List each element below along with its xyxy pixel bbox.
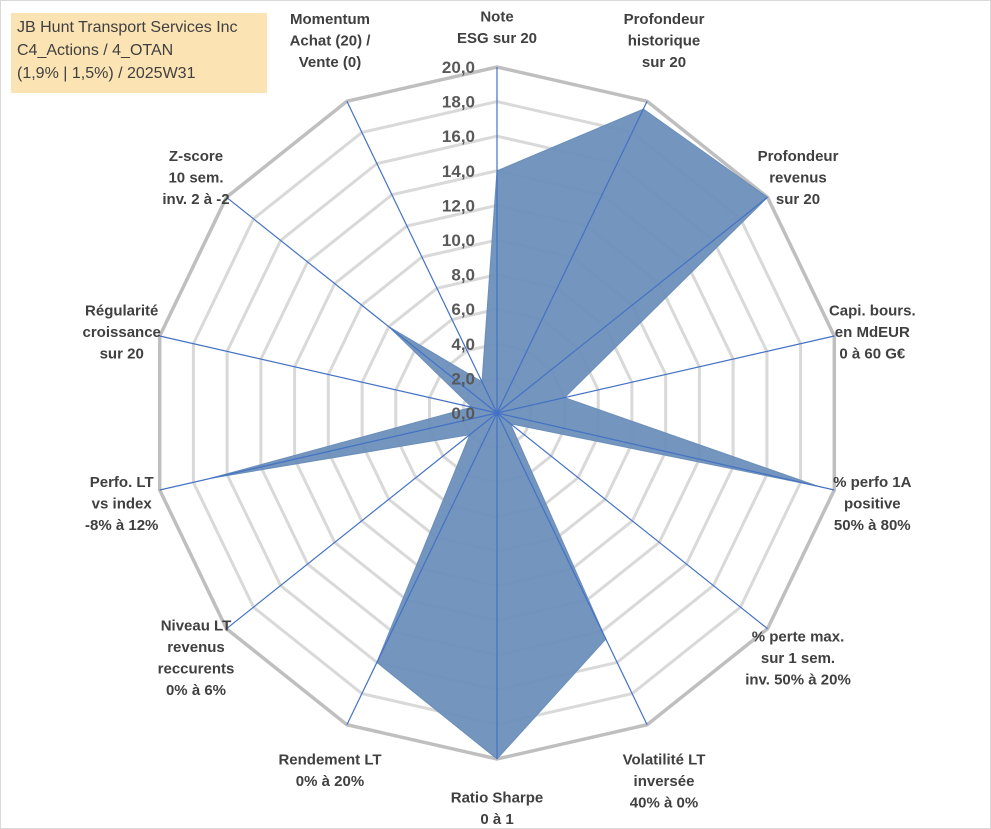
axis-label-11-line-1: croissance <box>83 324 161 341</box>
spoke-10 <box>159 412 498 491</box>
axis-label-2: Profondeur revenus sur 20 <box>758 148 839 208</box>
axis-label-12-line-2: inv. 2 à -2 <box>162 191 229 208</box>
axis-label-11-line-0: Régularité <box>85 303 158 320</box>
axis-label-10-line-0: Perfo. LT <box>90 474 154 491</box>
title-line-period: (1,9% | 1,5%) / 2025W31 <box>17 65 196 82</box>
axis-label-13-line-0: Momentum <box>290 11 370 28</box>
axis-label-13-line-1: Achat (20) / <box>290 33 372 50</box>
axis-label-12-line-1: 10 sem. <box>168 170 223 187</box>
axis-label-0-line-1: ESG sur 20 <box>457 30 537 47</box>
axis-label-3-line-0: Capi. bours. <box>829 303 916 320</box>
axis-label-11: Régularité croissance sur 20 <box>83 303 161 363</box>
tick-label-9: 18,0 <box>442 93 475 112</box>
axis-label-9-line-3: 0% à 6% <box>166 682 226 699</box>
axis-label-2-line-1: revenus <box>769 170 827 187</box>
tick-label-1: 2,0 <box>451 369 475 388</box>
tick-label-7: 14,0 <box>442 162 475 181</box>
axis-label-10: Perfo. LT vs index -8% à 12% <box>85 474 158 534</box>
axis-label-2-line-0: Profondeur <box>758 148 839 165</box>
spoke-6 <box>496 412 648 725</box>
tick-label-6: 12,0 <box>442 196 475 215</box>
axis-label-8: Rendement LT 0% à 20% <box>278 751 381 790</box>
spoke-1 <box>496 101 648 414</box>
axis-label-1-line-1: historique <box>628 33 701 50</box>
axis-label-6: Volatilité LT inversée 40% à 0% <box>623 751 706 811</box>
axis-label-0-line-0: Note <box>480 9 513 26</box>
axis-label-4-line-0: % perfo 1A <box>833 474 912 491</box>
axis-label-1-line-0: Profondeur <box>624 11 705 28</box>
spoke-13 <box>346 101 498 414</box>
tick-label-10: 20,0 <box>442 58 475 77</box>
chart-title-box: JB Hunt Transport Services Inc C4_Action… <box>11 13 267 93</box>
axis-label-7: Ratio Sharpe 0 à 1 <box>451 790 544 829</box>
axis-label-5-line-2: inv. 50% à 20% <box>745 671 851 688</box>
axis-label-12-line-0: Z-score <box>169 148 223 165</box>
tick-label-3: 6,0 <box>451 300 475 319</box>
tick-label-2: 4,0 <box>451 335 475 354</box>
axis-label-9-line-2: reccurents <box>158 661 235 678</box>
spoke-5 <box>496 412 768 630</box>
spoke-9 <box>226 412 498 630</box>
spoke-3 <box>496 335 835 414</box>
spoke-8 <box>346 412 498 725</box>
axis-label-8-line-0: Rendement LT <box>278 751 381 768</box>
axis-label-4: % perfo 1A positive 50% à 80% <box>833 474 912 534</box>
axis-label-5: % perte max. sur 1 sem. inv. 50% à 20% <box>745 628 851 688</box>
axis-label-5-line-0: % perte max. <box>752 628 845 645</box>
axis-label-10-line-2: -8% à 12% <box>85 517 158 534</box>
axis-label-4-line-2: 50% à 80% <box>834 517 911 534</box>
spoke-4 <box>496 412 835 491</box>
spoke-2 <box>496 196 768 414</box>
axis-label-4-line-1: positive <box>844 495 901 512</box>
axis-label-9-line-1: revenus <box>167 639 225 656</box>
axis-label-2-line-2: sur 20 <box>776 191 820 208</box>
axis-label-3-line-1: en MdEUR <box>835 324 910 341</box>
tick-label-8: 16,0 <box>442 127 475 146</box>
spoke-12 <box>226 196 498 414</box>
axis-label-9: Niveau LT revenus reccurents 0% à 6% <box>158 618 235 700</box>
axis-label-5-line-1: sur 1 sem. <box>761 650 835 667</box>
axis-label-0: Note ESG sur 20 <box>457 9 537 48</box>
axis-label-10-line-1: vs index <box>92 495 153 512</box>
axis-label-8-line-1: 0% à 20% <box>296 773 364 790</box>
axis-label-13: Momentum Achat (20) / Vente (0) <box>290 11 372 71</box>
axis-label-7-line-1: 0 à 1 <box>480 811 513 828</box>
title-line-category: C4_Actions / 4_OTAN <box>17 42 174 59</box>
tick-label-0: 0,0 <box>451 404 475 423</box>
axis-label-6-line-1: inversée <box>634 773 695 790</box>
axis-label-9-line-0: Niveau LT <box>161 618 232 635</box>
axis-label-1: Profondeur historique sur 20 <box>624 11 705 71</box>
axis-label-13-line-2: Vente (0) <box>299 54 362 71</box>
axis-label-12: Z-score 10 sem. inv. 2 à -2 <box>162 148 229 208</box>
axis-label-6-line-2: 40% à 0% <box>630 794 698 811</box>
axis-label-7-line-0: Ratio Sharpe <box>451 790 544 807</box>
title-line-company: JB Hunt Transport Services Inc <box>17 19 238 36</box>
axis-label-3-line-2: 0 à 60 G€ <box>839 346 906 363</box>
axis-label-1-line-2: sur 20 <box>642 54 686 71</box>
axis-label-3: Capi. bours. en MdEUR 0 à 60 G€ <box>829 303 916 363</box>
tick-label-5: 10,0 <box>442 231 475 250</box>
spoke-11 <box>159 335 498 414</box>
tick-label-4: 8,0 <box>451 266 475 285</box>
axis-label-11-line-2: sur 20 <box>100 346 144 363</box>
axis-label-6-line-0: Volatilité LT <box>623 751 706 768</box>
